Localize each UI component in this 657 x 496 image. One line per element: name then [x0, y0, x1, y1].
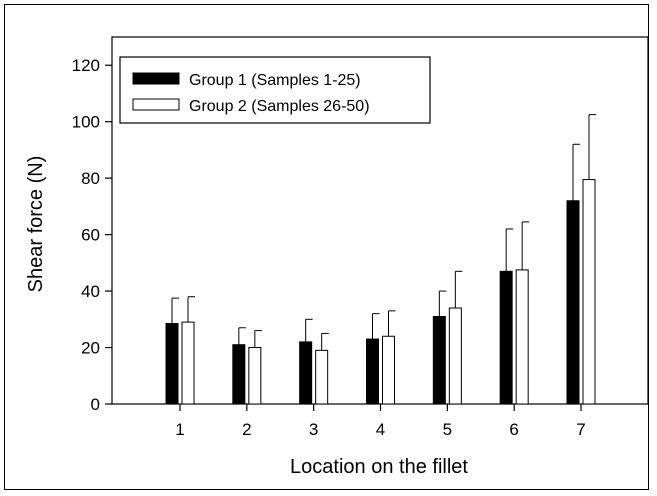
bar-group-1 — [366, 338, 379, 405]
bar-group-1 — [566, 200, 580, 405]
legend-swatch-group-2 — [132, 98, 180, 111]
x-tick-label: 1 — [175, 420, 184, 439]
bar-group-2 — [315, 349, 329, 405]
legend-label-group-2: Group 2 (Samples 26-50) — [189, 98, 370, 115]
y-tick-label: 20 — [81, 339, 100, 358]
y-tick-label: 60 — [81, 226, 100, 245]
bar-group-2 — [582, 179, 596, 405]
x-tick-label: 5 — [443, 420, 452, 439]
y-tick-label: 120 — [72, 56, 100, 75]
x-tick-label: 2 — [242, 420, 251, 439]
x-tick-label: 7 — [576, 420, 585, 439]
legend-label-group-1: Group 1 (Samples 1-25) — [189, 72, 361, 89]
y-tick-label: 80 — [81, 169, 100, 188]
bars — [165, 114, 596, 405]
y-axis-title: Shear force (N) — [25, 156, 47, 293]
x-axis-title: Location on the fillet — [290, 456, 468, 478]
bar-group-2 — [448, 307, 462, 405]
bar-group-1 — [299, 341, 313, 405]
bar-group-2 — [515, 269, 529, 405]
x-tick-label: 6 — [509, 420, 518, 439]
x-tick-label: 3 — [309, 420, 318, 439]
axes: 0 20 40 60 80 100 120 1 2 3 4 5 6 7 — [72, 36, 649, 439]
bar-group-2 — [248, 347, 262, 405]
legend-box — [119, 56, 431, 124]
y-tick-label: 100 — [72, 113, 100, 132]
bar-group-1 — [499, 270, 513, 405]
bar-group-1 — [432, 315, 446, 405]
legend-swatch-group-1 — [132, 72, 180, 85]
bar-group-2 — [382, 335, 395, 405]
y-tick-label: 40 — [81, 282, 100, 301]
bar-group-2 — [181, 321, 195, 405]
y-tick-label: 0 — [91, 395, 100, 414]
bar-group-1 — [232, 344, 246, 405]
x-tick-label: 4 — [376, 420, 385, 439]
bar-group-1 — [165, 323, 179, 405]
legend: Group 1 (Samples 1-25) Group 2 (Samples … — [119, 56, 431, 124]
